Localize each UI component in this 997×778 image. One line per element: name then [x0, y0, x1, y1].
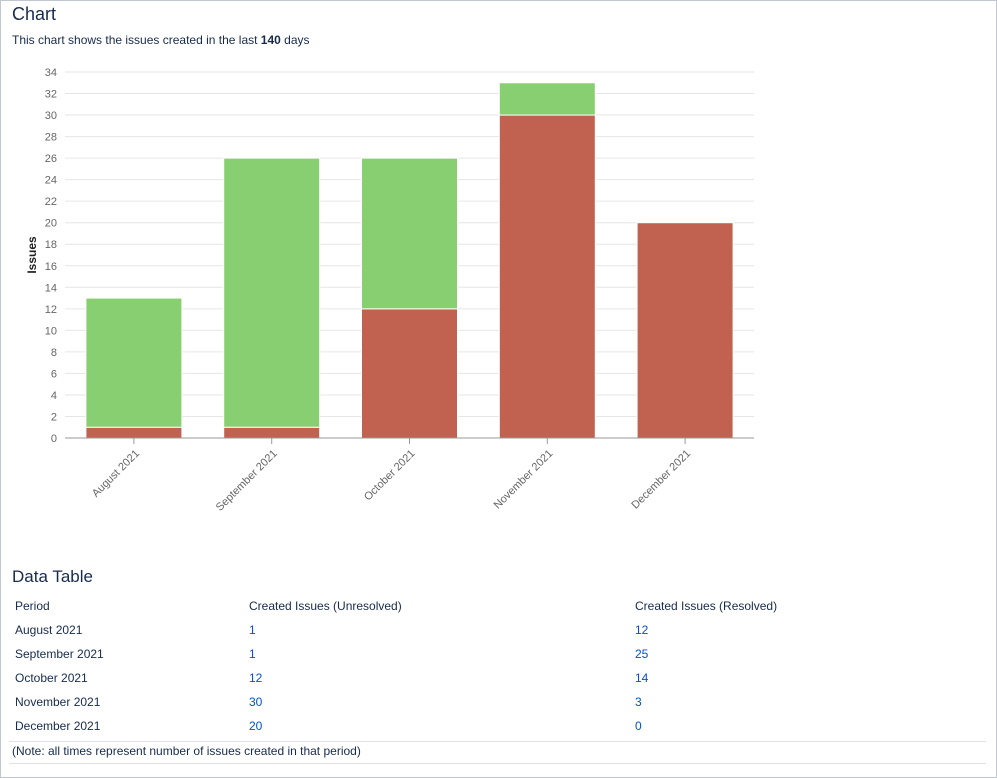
table-header-row: Period Created Issues (Unresolved) Creat…: [9, 594, 985, 618]
table-row: October 2021 12 14: [9, 666, 985, 690]
period-cell: August 2021: [15, 623, 83, 637]
table-row: September 2021 1 25: [9, 642, 985, 666]
header-unresolved: Created Issues (Unresolved): [249, 599, 402, 613]
y-tick-label: 32: [45, 89, 57, 101]
y-tick-label: 0: [51, 433, 57, 445]
resolved-cell: 14: [629, 666, 985, 690]
resolved-count-link[interactable]: 14: [635, 671, 649, 685]
unresolved-cell: 20: [243, 714, 629, 738]
bar-segment: [636, 222, 734, 439]
description-suffix: days: [280, 33, 310, 47]
unresolved-count-link[interactable]: 20: [249, 719, 263, 733]
y-tick-label: 18: [45, 239, 57, 251]
unresolved-count-link[interactable]: 12: [249, 671, 263, 685]
resolved-count-link[interactable]: 25: [635, 647, 649, 661]
y-tick-label: 8: [51, 347, 57, 359]
table-row: August 2021 1 12: [9, 618, 985, 642]
y-tick-label: 4: [51, 390, 57, 402]
y-tick-label: 24: [45, 175, 57, 187]
bar-segment: [498, 114, 596, 439]
resolved-cell: 25: [629, 642, 985, 666]
y-tick-label: 6: [51, 368, 57, 380]
table-note: (Note: all times represent number of iss…: [12, 744, 361, 758]
unresolved-count-link[interactable]: 30: [249, 695, 263, 709]
x-tick-label: December 2021: [629, 448, 693, 512]
period-cell: December 2021: [15, 719, 101, 733]
chart-section-title: Chart: [12, 4, 57, 24]
data-table-title: Data Table: [12, 567, 93, 586]
table-row: December 2021 20 0: [9, 714, 985, 738]
description-days: 140: [260, 33, 281, 47]
bar-segment: [361, 157, 458, 310]
y-tick-label: 2: [51, 411, 57, 423]
issues-bar-chart: 0246810121416182022242628303234IssuesAug…: [25, 67, 754, 514]
chart-description: This chart shows the issues created in t…: [12, 33, 310, 47]
y-tick-label: 28: [45, 132, 57, 144]
y-tick-label: 20: [45, 218, 57, 230]
y-tick-label: 22: [45, 196, 57, 208]
period-cell: October 2021: [15, 671, 88, 685]
unresolved-cell: 30: [243, 690, 629, 714]
y-axis-title: Issues: [25, 236, 39, 274]
resolved-count-link[interactable]: 3: [635, 695, 642, 709]
y-tick-label: 30: [45, 110, 57, 122]
table-divider-top: [9, 741, 986, 742]
bar-segment: [85, 426, 183, 439]
bar-segment: [223, 426, 321, 439]
y-tick-label: 10: [45, 325, 57, 337]
unresolved-cell: 1: [243, 618, 629, 642]
table-divider-bottom: [9, 763, 986, 764]
y-tick-label: 14: [45, 282, 57, 294]
y-tick-label: 26: [45, 153, 57, 165]
y-tick-label: 34: [45, 67, 57, 79]
table-row: November 2021 30 3: [9, 690, 985, 714]
resolved-cell: 0: [629, 714, 985, 738]
header-resolved: Created Issues (Resolved): [635, 599, 778, 613]
unresolved-cell: 12: [243, 666, 629, 690]
resolved-cell: 12: [629, 618, 985, 642]
bar-segment: [498, 82, 596, 116]
x-tick-label: October 2021: [362, 448, 418, 504]
resolved-count-link[interactable]: 0: [635, 719, 642, 733]
unresolved-count-link[interactable]: 1: [249, 623, 256, 637]
period-cell: September 2021: [15, 647, 104, 661]
y-tick-label: 16: [45, 261, 57, 273]
x-tick-label: September 2021: [214, 448, 280, 514]
bar-segment: [85, 297, 183, 428]
data-table: Period Created Issues (Unresolved) Creat…: [9, 594, 985, 738]
y-tick-label: 12: [45, 304, 57, 316]
unresolved-count-link[interactable]: 1: [249, 647, 256, 661]
resolved-count-link[interactable]: 12: [635, 623, 649, 637]
period-cell: November 2021: [15, 695, 101, 709]
bar-segment: [223, 157, 321, 428]
description-prefix: This chart shows the issues created in t…: [12, 33, 261, 47]
header-period: Period: [15, 599, 50, 613]
x-tick-label: November 2021: [492, 448, 556, 512]
x-tick-label: August 2021: [90, 448, 142, 500]
unresolved-cell: 1: [243, 642, 629, 666]
resolved-cell: 3: [629, 690, 985, 714]
bar-segment: [361, 308, 458, 439]
